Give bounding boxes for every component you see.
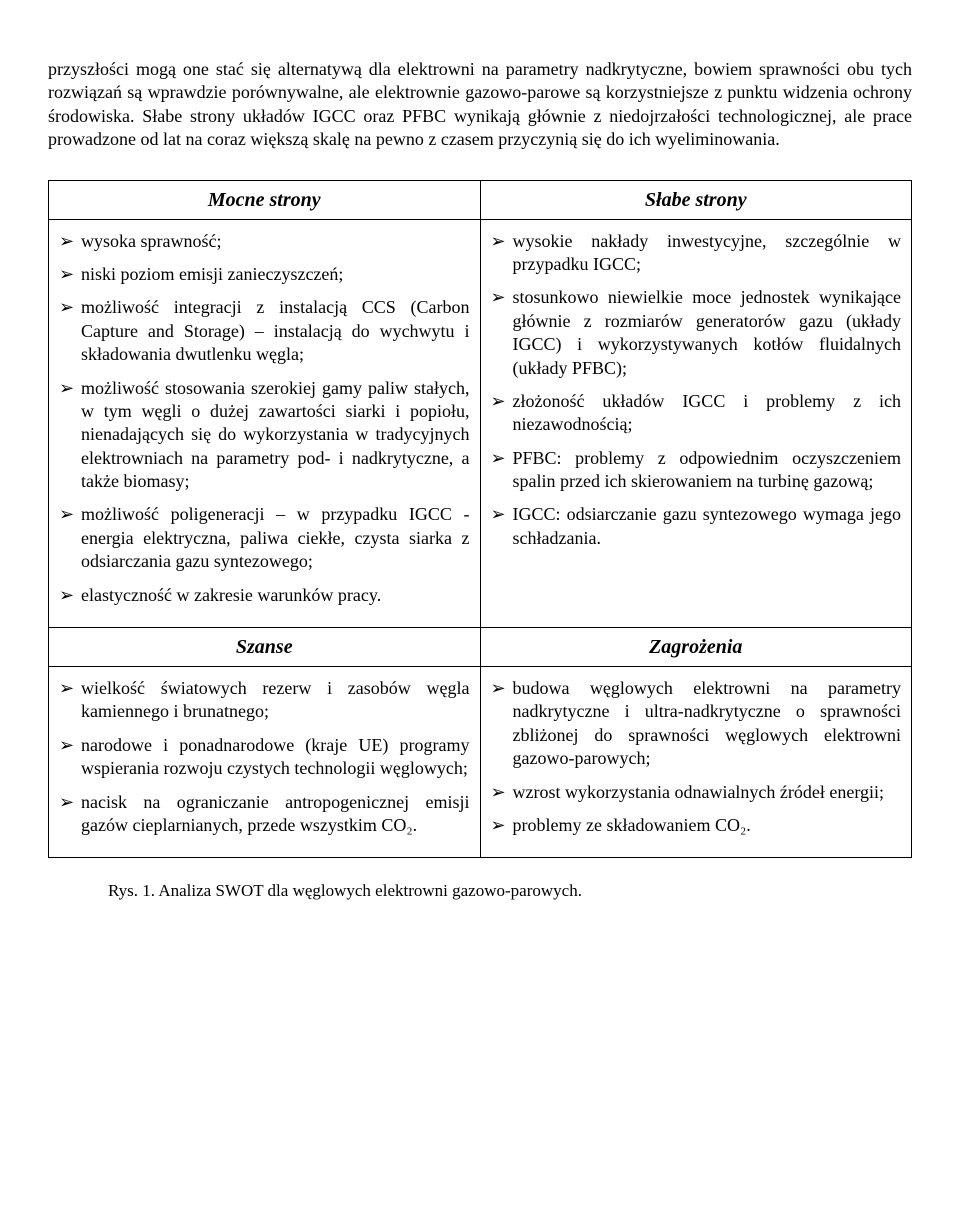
figure-caption: Rys. 1. Analiza SWOT dla węglowych elekt… (48, 880, 912, 902)
list-item: wysoka sprawność; (59, 230, 470, 253)
list-item: możliwość integracji z instalacją CCS (C… (59, 296, 470, 366)
list-item: możliwość stosowania szerokiej gamy pali… (59, 377, 470, 494)
list-item: wysokie nakłady inwestycyjne, szczególni… (491, 230, 902, 277)
list-item: IGCC: odsiarczanie gazu syntezowego wyma… (491, 503, 902, 550)
list-item: elastyczność w zakresie warunków pracy. (59, 584, 470, 607)
threats-list: budowa węglowych elektrowni na parametry… (491, 677, 902, 837)
opportunities-list: wielkość światowych rezerw i zasobów węg… (59, 677, 470, 837)
list-item: narodowe i ponadnarodowe (kraje UE) prog… (59, 734, 470, 781)
list-item: niski poziom emisji zanieczyszczeń; (59, 263, 470, 286)
cell-weaknesses: wysokie nakłady inwestycyjne, szczególni… (480, 219, 912, 627)
header-strengths: Mocne strony (49, 180, 481, 219)
cell-strengths: wysoka sprawność; niski poziom emisji zan… (49, 219, 481, 627)
header-opportunities: Szanse (49, 628, 481, 667)
list-item: możliwość poligeneracji – w przypadku IG… (59, 503, 470, 573)
header-weaknesses: Słabe strony (480, 180, 912, 219)
cell-opportunities: wielkość światowych rezerw i zasobów węg… (49, 667, 481, 858)
list-item: budowa węglowych elektrowni na parametry… (491, 677, 902, 771)
list-item: nacisk na ograniczanie antropogenicznej … (59, 791, 470, 838)
list-item: wzrost wykorzystania odnawialnych źródeł… (491, 781, 902, 804)
list-item: problemy ze składowaniem CO₂. (491, 814, 902, 837)
list-item: wielkość światowych rezerw i zasobów węg… (59, 677, 470, 724)
weaknesses-list: wysokie nakłady inwestycyjne, szczególni… (491, 230, 902, 551)
swot-table: Mocne strony Słabe strony wysoka sprawno… (48, 180, 912, 859)
strengths-list: wysoka sprawność; niski poziom emisji zan… (59, 230, 470, 607)
list-item: złożoność układów IGCC i problemy z ich … (491, 390, 902, 437)
header-threats: Zagrożenia (480, 628, 912, 667)
list-item: PFBC: problemy z odpowiednim oczyszczeni… (491, 447, 902, 494)
list-item: stosunkowo niewielkie moce jednostek wyn… (491, 286, 902, 380)
cell-threats: budowa węglowych elektrowni na parametry… (480, 667, 912, 858)
intro-paragraph: przyszłości mogą one stać się alternatyw… (48, 58, 912, 152)
